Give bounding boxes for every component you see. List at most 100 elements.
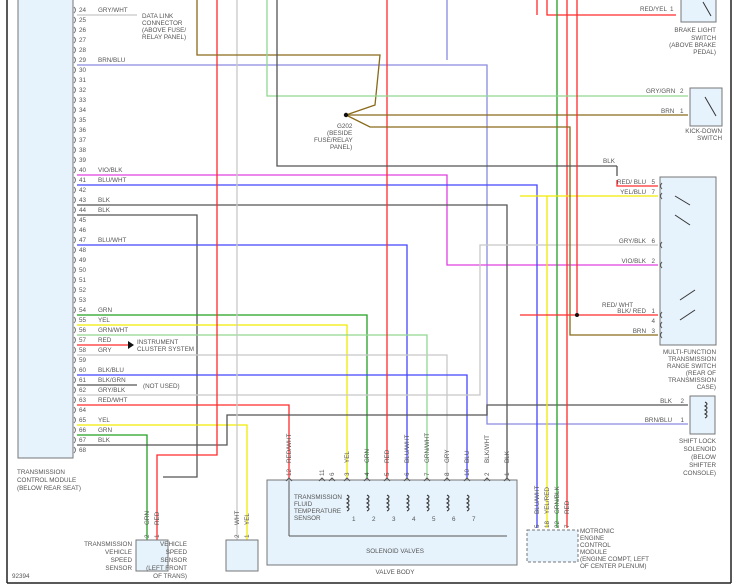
kick-down-switch [689,87,723,127]
tcm-pin-number: 26 [79,27,87,34]
solenoid-coil-icon [365,494,370,512]
vss-pin-wire: WHT [234,511,241,525]
connector-terminal-icon [73,406,76,414]
range-switch-splice-wire: RED/ WHT [602,302,633,309]
connector-terminal-icon [660,311,663,319]
wire-gry-grn [266,0,688,97]
solenoid-number: 2 [372,516,376,523]
diagram-id: 92394 [12,573,30,580]
connector-terminal-icon [73,396,76,404]
connector-terminal-icon [403,477,411,482]
vss-pin-number: 1 [244,534,251,538]
tcm-pin-number: 41 [79,177,87,184]
brake-caption-1: BRAKE LIGHT [674,27,716,34]
valve-body-pin-number: 8 [444,472,451,476]
range-switch-pin-number: 2 [651,258,655,265]
connector-terminal-icon [660,182,663,190]
brake-light-switch [680,0,717,23]
connector-terminal-icon [463,477,471,482]
connector-terminal-icon [73,186,76,194]
tcm-pin-number: 30 [79,67,87,74]
valve-body-pin-number: 10 [464,468,471,476]
valve-body-pin-wire: GRY [444,449,451,463]
tft-sensor-label-4: SENSOR [294,515,321,522]
tcm-pin-number: 55 [79,317,87,324]
brake-caption-4: PEDAL) [693,49,716,56]
connector-terminal-icon [73,356,76,364]
shift-lock-caption: SHIFTER [689,462,716,469]
instrument-cluster-label-2: CLUSTER SYSTEM [137,346,194,353]
connector-terminal-icon [73,66,76,74]
tcm-pin-wire-label: BLK/BLU [98,367,124,374]
connector-terminal-icon [73,46,76,54]
trans_vss-pin-wire: RED [154,511,161,525]
valve-body-pin-number: 12 [286,468,293,476]
tcm-pin-wire-label: BLU/WHT [98,177,126,184]
tcm-pin-number: 65 [79,417,87,424]
connector-terminal-icon [343,477,351,482]
solenoid-coil-icon [385,494,390,512]
vss-caption: OF TRANS) [153,573,187,580]
range-switch-pin-wire: GRY/BLK [619,238,647,245]
connector-terminal-icon [73,226,76,234]
ecm-caption: (ENGINE COMPT, LEFT [580,556,649,563]
ecm-pin-wire: YEL/RED [544,487,551,514]
tcm-pin-number: 61 [79,377,87,384]
connector-terminal-icon [73,326,76,334]
connector-terminal-icon [73,126,76,134]
tcm-pin-number: 52 [79,287,87,294]
tcm-pin-number: 63 [79,397,87,404]
range-switch-caption: MULTI-FUNCTION [663,349,717,356]
wire-vio-blk [77,174,658,266]
wires [77,0,688,540]
connector-terminal-icon [73,96,76,104]
tcm-caption-1: TRANSMISSION [17,469,65,476]
tcm-pin-number: 60 [79,367,87,374]
range-switch-caption: TRANSMISSION [668,377,716,384]
connector-terminal-icon [285,477,293,482]
shift-lock-pin-number: 1 [680,417,684,424]
tcm-pin-wire-label: YEL [98,417,110,424]
valve-body-pin-wire: YEL [344,451,351,463]
ecm-pin-wire: BLU/WHT [534,486,541,514]
kick-down-pin1-num: 1 [680,108,684,115]
brake-caption-3: (ABOVE BRAKE [669,42,716,49]
connector-terminal-icon [73,446,76,454]
tcm-pin-wire-label: GRY [98,347,112,354]
trans_vss-caption: SPEED [111,557,133,564]
brake-caption-2: SWITCH [691,35,716,42]
solenoid-number: 3 [392,516,396,523]
range-switch-pin-wire: BLK/ RED [617,308,646,315]
switch-contact-icon [679,309,696,321]
tcm-pin-number: 24 [79,7,87,14]
range-switch-caption: RANGE SWITCH [667,363,716,370]
g202-ground-icon [343,112,349,118]
valve-body-pin-wire: BLU [464,450,471,463]
solenoid-number: 4 [412,516,416,523]
tcm-pin-number: 34 [79,107,87,114]
solenoid-coil-icon [425,494,430,512]
connector-terminal-icon [73,166,76,174]
connector-terminal-icon [73,76,76,84]
g202-label-4: PANEL) [330,144,352,151]
valve-body-pin-wire: RED/WHT [286,433,293,463]
range-switch-pin-number: 3 [651,328,655,335]
tcm-pin-number: 25 [79,17,87,24]
wire-brn [345,114,658,336]
tcm-pin-number: 53 [79,297,87,304]
not-used-label: (NOT USED) [143,383,180,390]
tcm-pin-number: 36 [79,127,87,134]
tcm-pin-number: 64 [79,407,87,414]
valve-body-pin-wire: BLU/WHT [404,435,411,463]
valve-body-pin-number: 2 [484,472,491,476]
solenoid-number: 1 [352,516,356,523]
tcm-pin-number: 62 [79,387,87,394]
data-link-label-4: RELAY PANEL) [142,34,186,41]
coil-icon [703,401,708,419]
wire-yel [77,424,248,540]
tcm-pin-wire-label: BLU/WHT [98,237,126,244]
range-switch-pin-wire: BRN [633,328,647,335]
kick-down-caption-2: SWITCH [697,135,722,142]
connector-terminal-icon [73,416,76,424]
trans_vss-caption: SENSOR [105,565,132,572]
